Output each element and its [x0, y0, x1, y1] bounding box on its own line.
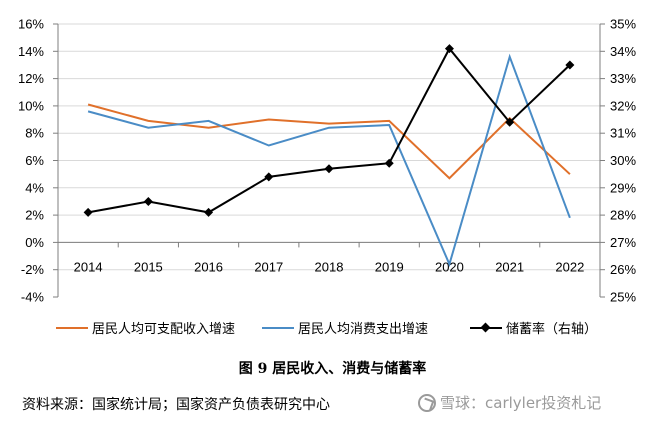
data-point-marker [324, 164, 334, 174]
y-right-tick-label: 34% [610, 44, 636, 59]
data-point-marker [204, 207, 214, 217]
data-point-marker [143, 196, 153, 206]
x-tick-label: 2022 [555, 259, 584, 274]
snowball-logo-icon [418, 393, 436, 412]
y-right-tick-label: 29% [610, 180, 636, 195]
source-note: 资料来源：国家统计局；国家资产负债表研究中心 [22, 397, 330, 413]
y-left-tick-label: 2% [25, 208, 44, 223]
x-tick-label: 2018 [315, 259, 344, 274]
y-right-tick-label: 31% [610, 126, 636, 141]
legend-item-consumption: 居民人均消费支出增速 [262, 318, 428, 337]
y-left-tick-label: 8% [25, 126, 44, 141]
y-right-tick-label: 30% [610, 153, 636, 168]
x-tick-label: 2017 [254, 259, 283, 274]
y-left-tick-label: 10% [18, 98, 44, 113]
series-lines [83, 44, 575, 268]
data-point-marker [83, 207, 93, 217]
data-point-marker [444, 44, 454, 54]
series-line-1 [87, 53, 571, 268]
data-point-marker [565, 60, 575, 70]
legend-swatch-consumption [262, 326, 294, 329]
legend-swatch-savings [470, 321, 502, 335]
series-line-0 [87, 103, 571, 180]
y-left-tick-label: 0% [25, 235, 44, 250]
watermark-text: 雪球：carlyler投资札记 [440, 394, 602, 412]
x-tick-label: 2020 [435, 259, 464, 274]
y-left-tick-label: 4% [25, 180, 44, 195]
right-y-tick-labels: 25% 26% 27% 28% 29% 30% 31% 32% 33% 34% 35% [610, 17, 636, 305]
left-y-tick-labels: -4% -2% 0% 2% 4% 6% 8% 10% 12% 14% 16% [18, 17, 44, 305]
y-left-tick-label: 6% [25, 153, 44, 168]
x-tick-label: 2014 [74, 259, 103, 274]
y-right-tick-label: 26% [610, 262, 636, 277]
y-left-tick-label: -2% [21, 262, 45, 277]
y-left-tick-label: 14% [18, 44, 44, 59]
gridlines [58, 23, 600, 271]
legend-label-consumption: 居民人均消费支出增速 [298, 322, 429, 337]
data-point-marker [264, 172, 274, 182]
legend-item-income: 居民人均可支配收入增速 [56, 318, 235, 337]
y-right-tick-label: 28% [610, 208, 636, 223]
line-chart: 2014 2015 2016 2017 2018 2019 2020 2021 2022 -4%… [18, 17, 636, 305]
legend-item-savings: 储蓄率（右轴） [470, 318, 597, 337]
legend-label-savings: 储蓄率（右轴） [506, 322, 598, 337]
figure-title: 图 9 居民收入、消费与储蓄率 [238, 361, 427, 377]
legend-swatch-income [56, 326, 88, 329]
watermark: 雪球：carlyler投资札记 [418, 392, 601, 413]
y-left-tick-label: 12% [18, 71, 44, 86]
y-right-tick-label: 33% [610, 71, 636, 86]
legend: 居民人均可支配收入增速 居民人均消费支出增速 储蓄率（右轴） [0, 318, 665, 340]
y-left-tick-label: 16% [18, 17, 44, 32]
x-tick-label: 2016 [194, 259, 223, 274]
x-tick-label: 2015 [134, 259, 163, 274]
y-right-tick-label: 35% [610, 17, 636, 32]
data-point-marker [384, 158, 394, 168]
y-right-tick-label: 32% [610, 98, 636, 113]
y-right-tick-label: 27% [610, 235, 636, 250]
axes [53, 23, 605, 298]
y-left-tick-label: -4% [21, 290, 45, 305]
x-tick-label: 2019 [375, 259, 404, 274]
x-tick-label: 2021 [495, 259, 524, 274]
y-right-tick-label: 25% [610, 290, 636, 305]
x-tick-labels: 2014 2015 2016 2017 2018 2019 2020 2021 2022 [74, 259, 585, 274]
data-point-marker [505, 117, 515, 127]
legend-label-income: 居民人均可支配收入增速 [92, 322, 236, 337]
